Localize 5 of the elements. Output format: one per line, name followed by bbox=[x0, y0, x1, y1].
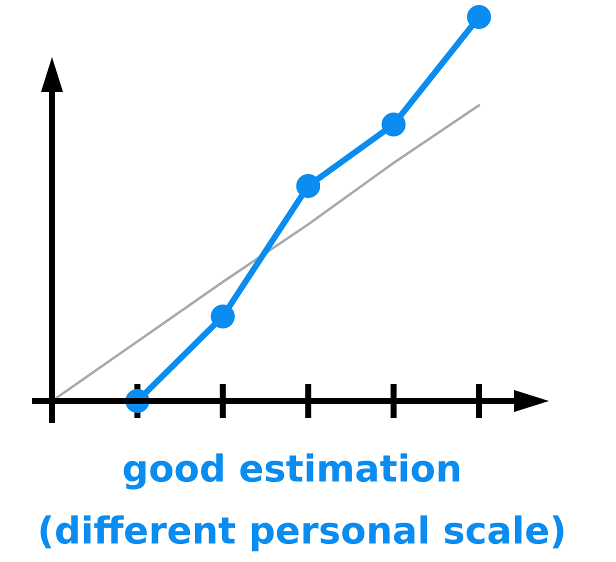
point bbox=[382, 112, 406, 137]
point bbox=[467, 5, 491, 29]
x-axis-title: good estimation (different personal scale) bbox=[37, 448, 567, 553]
point bbox=[296, 174, 320, 198]
point bbox=[210, 304, 235, 329]
